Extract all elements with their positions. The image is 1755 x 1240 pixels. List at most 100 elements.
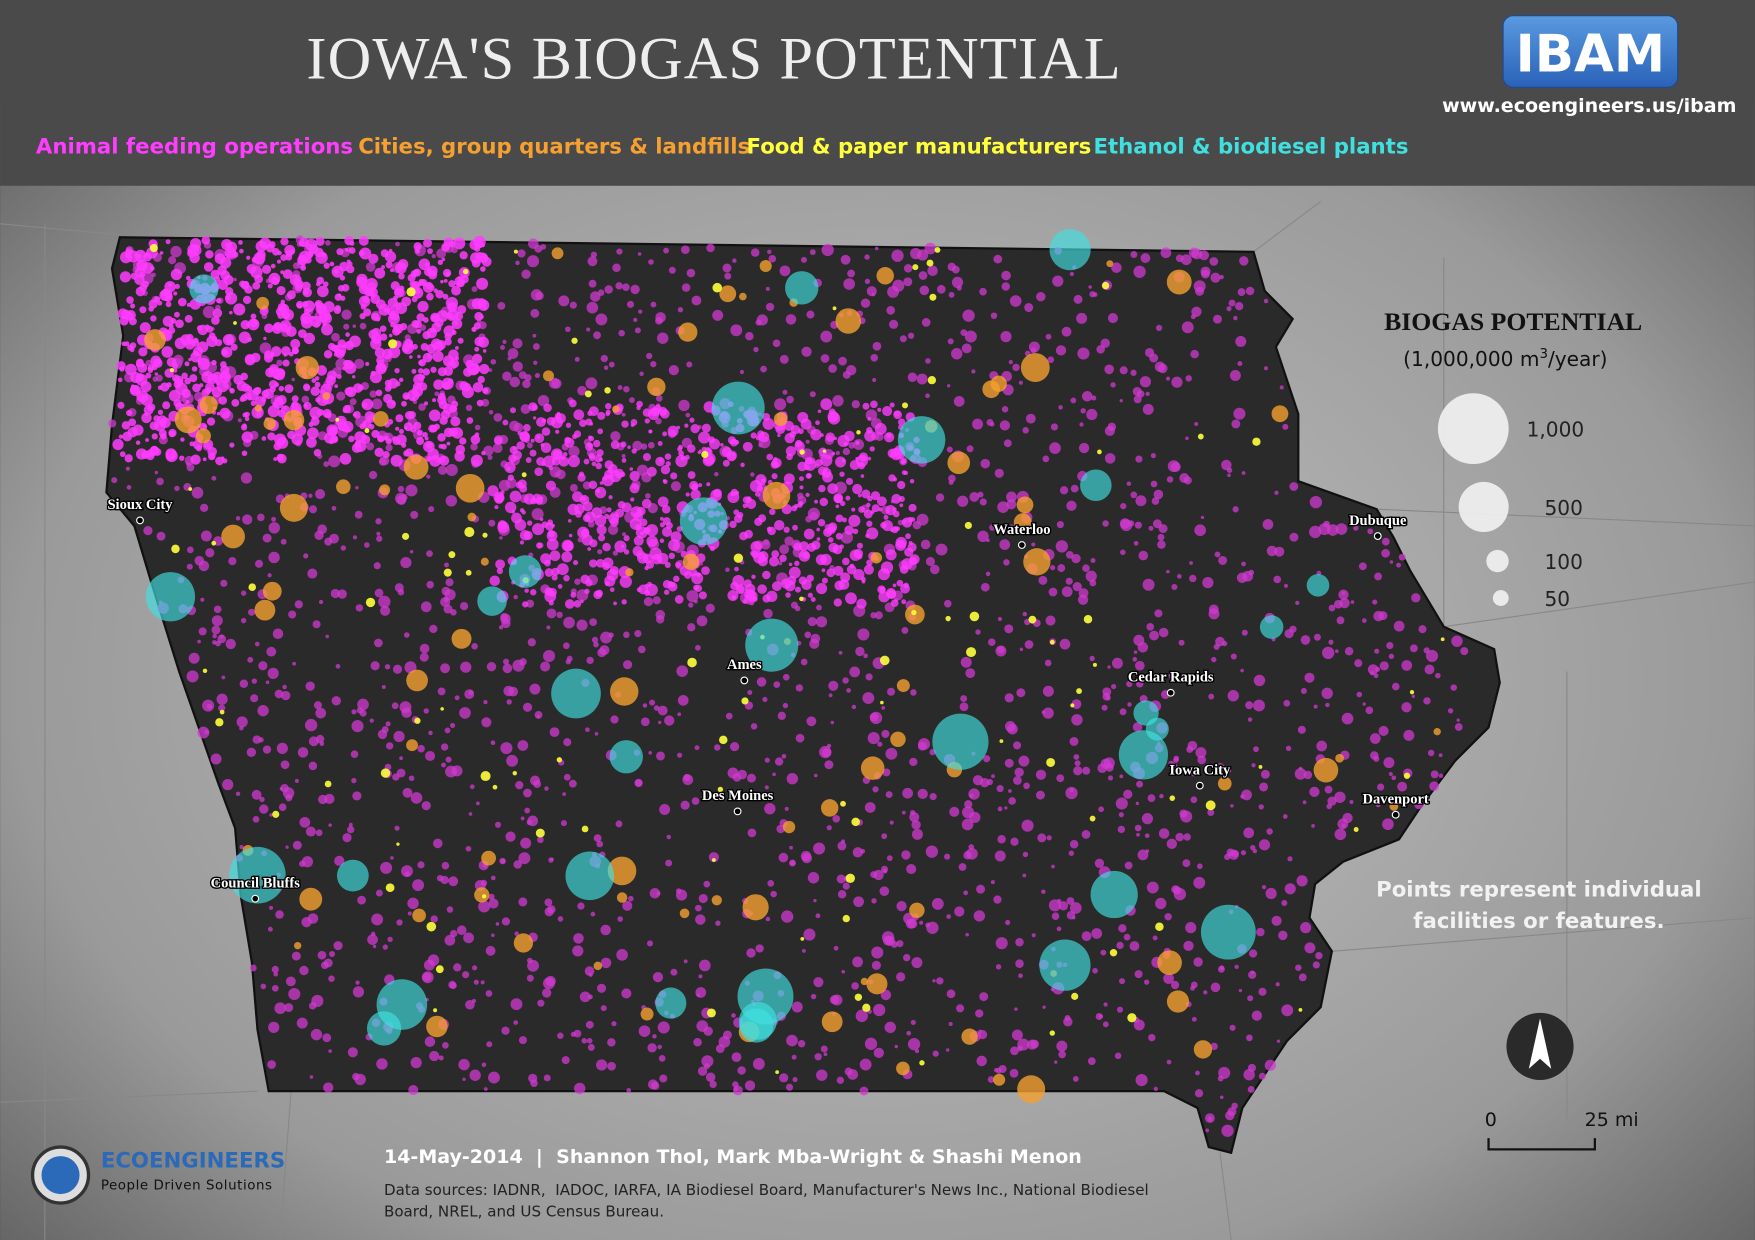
facility-dot [905,918,916,929]
facility-dot [1334,791,1346,803]
facility-dot [488,898,499,909]
facility-dot [929,793,937,801]
facility-dot [947,338,954,345]
facility-dot [315,236,325,246]
facility-dot [465,569,472,576]
facility-dot [595,488,601,494]
facility-dot [1279,385,1284,390]
facility-dot [526,957,533,964]
facility-dot [604,285,613,294]
facility-dot [320,961,329,970]
facility-dot [232,251,239,258]
facility-dot [615,282,623,290]
facility-dot [821,1011,843,1033]
facility-dot [270,263,276,269]
facility-dot [794,560,800,567]
facility-dot [1245,701,1254,710]
facility-dot [280,760,290,770]
facility-dot [310,1028,323,1041]
facility-dot [596,983,607,993]
facility-dot [394,825,400,831]
facility-dot [315,489,326,500]
facility-dot [927,376,937,385]
facility-dot [709,438,721,450]
facility-dot [152,376,159,382]
facility-dot [401,707,412,718]
facility-dot [799,596,804,602]
facility-dot [267,405,280,418]
facility-dot [579,991,591,1003]
facility-dot [673,575,680,583]
facility-dot [628,895,634,902]
facility-dot [480,770,491,782]
facility-dot [1135,1074,1148,1087]
facility-dot [1200,904,1256,960]
facility-dot [432,350,444,363]
facility-dot [429,1050,440,1062]
facility-dot [1039,939,1091,991]
facility-dot [1046,835,1052,841]
facility-dot [637,552,649,564]
facility-dot [428,730,433,736]
facility-dot [428,409,441,422]
city-label: Iowa City [1169,762,1231,778]
facility-dot [890,731,906,748]
facility-dot [307,568,318,579]
facility-dot [997,501,1009,514]
facility-dot [1285,745,1292,752]
facility-dot [1058,405,1063,410]
facility-dot [292,262,300,270]
facility-dot [1240,668,1244,673]
facility-dot [1120,549,1126,556]
facility-dot [301,395,310,404]
facility-dot [766,526,772,532]
facility-dot [906,863,917,875]
facility-dot [329,261,335,267]
facility-dot [832,395,844,407]
facility-dot [577,385,587,396]
facility-dot [534,372,540,379]
facility-dot [388,333,393,338]
facility-dot [1251,1010,1263,1021]
facility-dot [527,238,539,249]
facility-dot [546,608,557,619]
facility-dot [762,696,768,703]
facility-dot [1239,256,1249,266]
facility-dot [848,514,861,527]
facility-dot [821,568,826,573]
facility-dot [412,879,425,892]
facility-dot [437,687,446,696]
facility-dot [423,238,432,248]
city-label: Cedar Rapids [1128,670,1214,686]
facility-dot [411,368,417,374]
facility-dot [586,656,594,665]
facility-dot [551,247,564,260]
facility-dot [806,473,812,479]
facility-dot [786,772,799,785]
facility-dot [835,451,840,456]
facility-dot [347,825,355,834]
facility-dot [1294,768,1307,780]
facility-dot [686,361,693,368]
facility-dot [158,429,167,438]
facility-dot [1050,423,1059,431]
facility-dot [275,910,284,919]
facility-dot [384,379,392,387]
facility-dot [268,551,280,564]
facility-dot [585,1020,594,1029]
facility-dot [240,424,248,431]
facility-dot [499,536,503,540]
facility-dot [997,806,1003,812]
facility-dot [380,605,391,616]
facility-dot [840,500,846,507]
facility-dot [184,377,192,385]
facility-dot [629,483,640,494]
facility-dot [462,268,469,275]
facility-dot [694,745,700,751]
facility-dot [756,677,767,687]
facility-dot [729,741,740,752]
facility-dot [390,281,400,291]
facility-dot [1295,600,1300,606]
facility-dot [126,409,133,417]
